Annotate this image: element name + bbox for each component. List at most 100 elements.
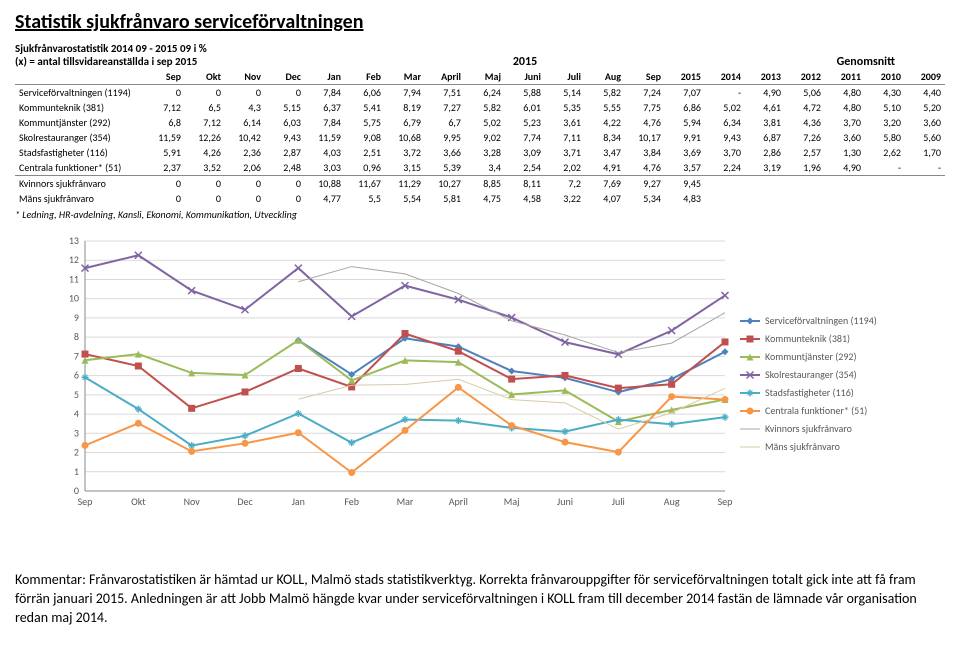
table-cell: 5,82 <box>585 85 625 101</box>
col-header-avg: 2010 <box>865 69 905 85</box>
svg-text:April: April <box>449 495 468 508</box>
svg-text:6: 6 <box>74 369 79 382</box>
table-cell: 10,88 <box>305 176 345 192</box>
table-cell: 7,12 <box>185 115 225 130</box>
table-cell-avg: 4,83 <box>665 191 705 206</box>
table-cell: 5,55 <box>585 100 625 115</box>
table-cell: 5,34 <box>625 191 665 206</box>
table-cell-avg: 2,86 <box>745 145 785 160</box>
table-cell: 8,11 <box>505 176 545 192</box>
row-label: Centrala funktioner* (51) <box>15 160 145 176</box>
table-cell: 7,75 <box>625 100 665 115</box>
svg-text:Serviceförvaltningen (1194): Serviceförvaltningen (1194) <box>765 314 877 327</box>
table-cell: 4,03 <box>305 145 345 160</box>
table-cell: 9,02 <box>465 130 505 145</box>
table-cell-avg: 4,61 <box>745 100 785 115</box>
table-row: Serviceförvaltningen (1194)00007,846,067… <box>15 85 945 101</box>
table-cell: 5,41 <box>345 100 385 115</box>
table-cell: 3,09 <box>505 145 545 160</box>
col-header: Mar <box>385 69 425 85</box>
svg-text:Mäns sjukfrånvaro: Mäns sjukfrånvaro <box>765 440 840 453</box>
table-cell: 2,36 <box>225 145 265 160</box>
col-header: Feb <box>345 69 385 85</box>
table-cell-avg: 5,80 <box>865 130 905 145</box>
svg-text:Centrala funktioner* (51): Centrala funktioner* (51) <box>765 404 867 417</box>
table-cell: 11,59 <box>145 130 185 145</box>
table-row: Kommunteknik (381)7,126,54,35,156,375,41… <box>15 100 945 115</box>
year-right: Genomsnitt <box>695 55 895 69</box>
svg-text:8: 8 <box>74 330 79 343</box>
table-cell: 7,84 <box>305 85 345 101</box>
table-cell-avg <box>825 191 865 206</box>
table-cell: 5,23 <box>505 115 545 130</box>
row-label: Kvinnors sjukfrånvaro <box>15 176 145 192</box>
svg-text:12: 12 <box>69 253 79 266</box>
table-cell: 0 <box>185 191 225 206</box>
table-cell: 5,5 <box>345 191 385 206</box>
col-header: Sep <box>145 69 185 85</box>
table-cell: 12,26 <box>185 130 225 145</box>
table-cell-avg: 5,06 <box>785 85 825 101</box>
table-cell-avg: 5,10 <box>865 100 905 115</box>
table-cell-avg <box>905 176 945 192</box>
table-cell-avg: 2,62 <box>865 145 905 160</box>
table-cell: 5,39 <box>425 160 465 176</box>
svg-text:13: 13 <box>69 234 79 247</box>
table-cell: 4,58 <box>505 191 545 206</box>
table-cell: 6,5 <box>185 100 225 115</box>
table-row: Skolrestauranger (354)11,5912,2610,429,4… <box>15 130 945 145</box>
table-cell: 6,79 <box>385 115 425 130</box>
table-cell: 3,71 <box>545 145 585 160</box>
table-cell: 7,74 <box>505 130 545 145</box>
table-row: Stadsfastigheter (116)5,914,262,362,874,… <box>15 145 945 160</box>
col-header-avg: 2013 <box>745 69 785 85</box>
table-cell-avg: 9,91 <box>665 130 705 145</box>
table-cell-avg <box>865 191 905 206</box>
table-cell-avg: 5,60 <box>905 130 945 145</box>
table-cell: 10,17 <box>625 130 665 145</box>
table-cell: 9,95 <box>425 130 465 145</box>
col-header-avg: 2015 <box>665 69 705 85</box>
table-cell-avg <box>825 176 865 192</box>
table-cell: 2,06 <box>225 160 265 176</box>
table-cell-avg: - <box>865 160 905 176</box>
table-cell: 6,8 <box>145 115 185 130</box>
table-cell: 3,03 <box>305 160 345 176</box>
table-cell: 2,51 <box>345 145 385 160</box>
table-cell-avg: 5,02 <box>705 100 745 115</box>
subtitle: Sjukfrånvarostatistik 2014 09 - 2015 09 … <box>15 42 945 55</box>
table-cell: 4,07 <box>585 191 625 206</box>
table-cell: 2,02 <box>545 160 585 176</box>
table-cell: 7,2 <box>545 176 585 192</box>
table-cell-avg: 3,70 <box>705 145 745 160</box>
svg-text:Dec: Dec <box>237 495 253 508</box>
col-header-avg: 2011 <box>825 69 865 85</box>
row-label: Stadsfastigheter (116) <box>15 145 145 160</box>
table-cell: 0 <box>265 176 305 192</box>
col-header: Maj <box>465 69 505 85</box>
table-cell-avg: 1,96 <box>785 160 825 176</box>
table-cell-avg: 4,30 <box>865 85 905 101</box>
table-cell: 0 <box>145 176 185 192</box>
table-cell: 6,7 <box>425 115 465 130</box>
table-cell: 11,59 <box>305 130 345 145</box>
table-cell-avg: 4,36 <box>785 115 825 130</box>
svg-text:Feb: Feb <box>344 495 359 508</box>
table-row: Mäns sjukfrånvaro00004,775,55,545,814,75… <box>15 191 945 206</box>
table-cell: 0,96 <box>345 160 385 176</box>
year-mid: 2015 <box>355 55 695 69</box>
svg-text:Maj: Maj <box>504 495 520 508</box>
svg-text:9: 9 <box>74 311 79 324</box>
table-cell: 7,94 <box>385 85 425 101</box>
table-cell-avg <box>785 176 825 192</box>
col-header: Dec <box>265 69 305 85</box>
line-chart: 012345678910111213SepOktNovDecJanFebMarA… <box>55 231 925 521</box>
col-header-avg: 2014 <box>705 69 745 85</box>
table-cell: 9,08 <box>345 130 385 145</box>
svg-text:Nov: Nov <box>184 495 201 508</box>
svg-text:Skolrestauranger (354): Skolrestauranger (354) <box>765 368 857 381</box>
table-cell-avg: 9,45 <box>665 176 705 192</box>
table-cell-avg: 4,72 <box>785 100 825 115</box>
table-cell: 5,35 <box>545 100 585 115</box>
row-label: Mäns sjukfrånvaro <box>15 191 145 206</box>
